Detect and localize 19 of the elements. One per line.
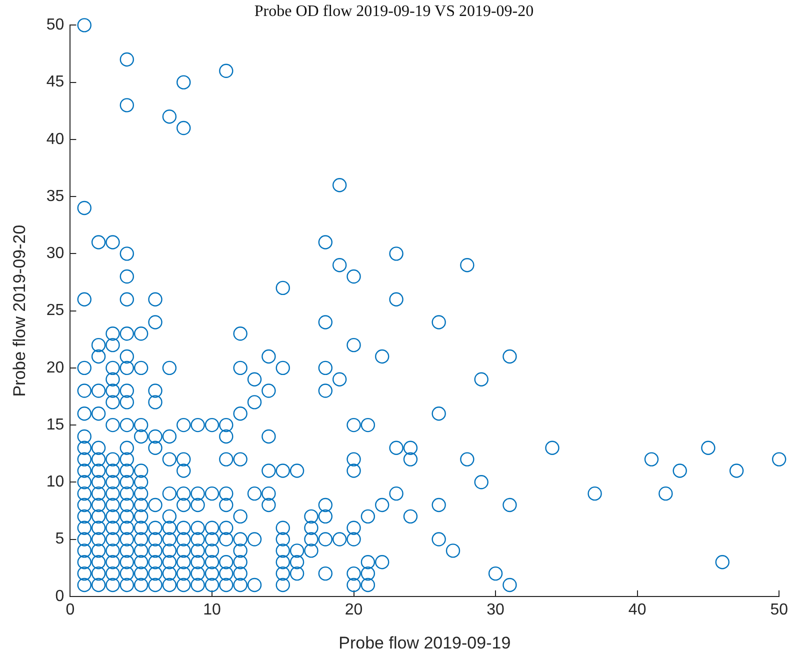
y-tick-label: 0 (55, 588, 64, 605)
x-axis-title: Probe flow 2019-09-19 (338, 633, 511, 652)
y-tick-label: 50 (46, 16, 64, 34)
y-tick-label: 15 (46, 416, 64, 434)
y-tick-label: 20 (46, 359, 64, 376)
y-tick-label: 5 (55, 530, 64, 548)
y-tick-label: 35 (46, 188, 64, 205)
y-tick-label: 10 (46, 474, 64, 491)
x-tick-label: 30 (486, 601, 505, 618)
y-axis-title: Probe flow 2019-09-20 (10, 224, 29, 397)
x-tick-label: 40 (628, 601, 646, 618)
x-tick-label: 50 (770, 601, 788, 618)
x-tick-label: 20 (344, 601, 363, 618)
y-tick-label: 45 (46, 74, 64, 91)
y-tick-label: 30 (46, 245, 64, 262)
y-tick-label: 40 (46, 130, 64, 148)
x-tick-label: 10 (203, 601, 221, 618)
chart-title: Probe OD flow 2019-09-19 VS 2019-09-20 (254, 2, 534, 20)
y-tick-label: 25 (46, 302, 64, 320)
